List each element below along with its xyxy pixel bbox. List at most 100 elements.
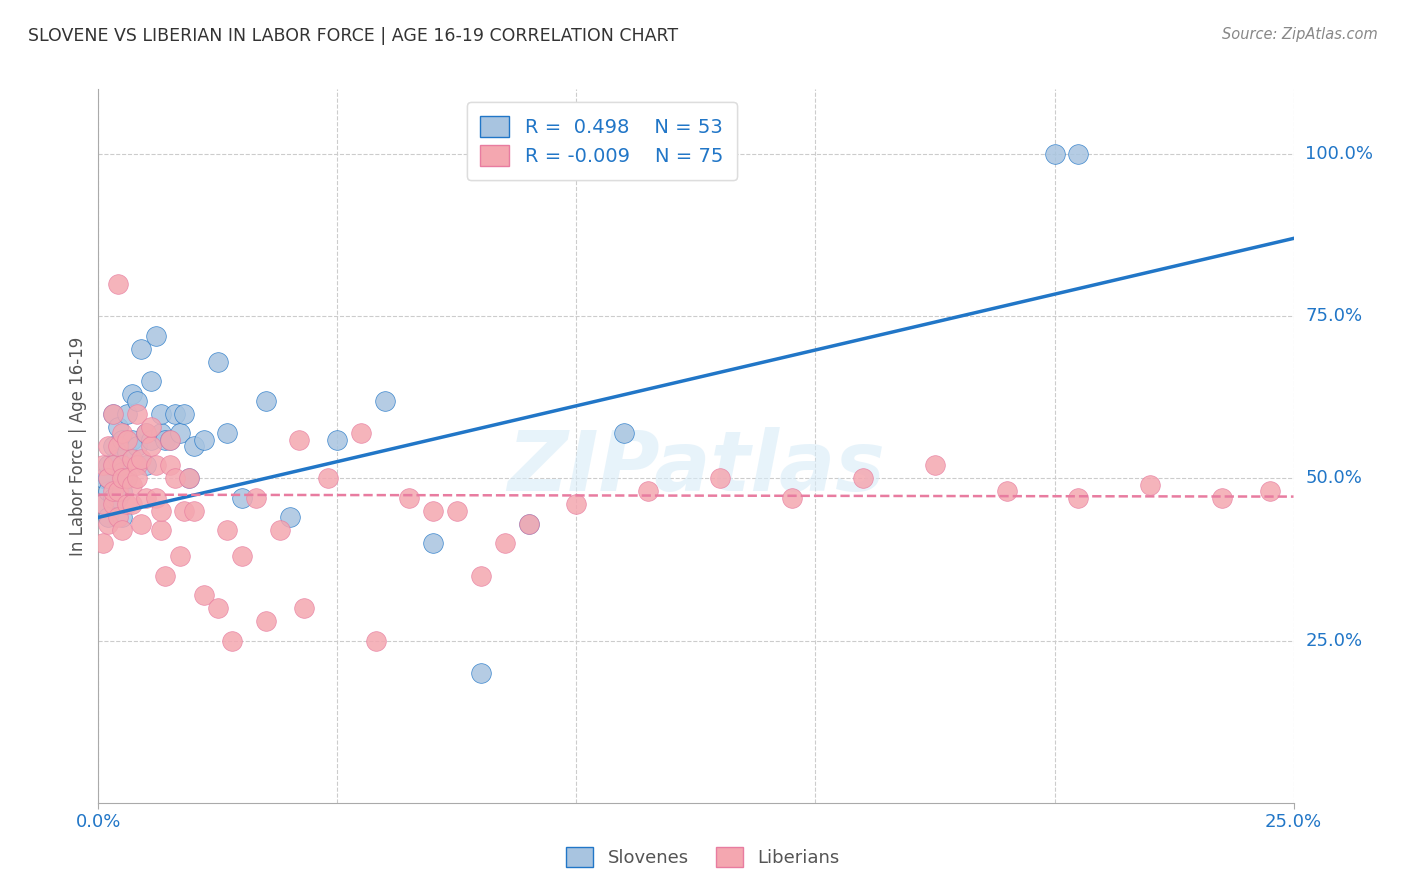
Point	[326, 433, 349, 447]
Point	[97, 484, 120, 499]
Point	[91, 458, 114, 473]
Point	[709, 471, 731, 485]
Point	[155, 433, 177, 447]
Point	[111, 471, 134, 485]
Point	[207, 601, 229, 615]
Point	[231, 491, 253, 505]
Point	[131, 516, 153, 531]
Point	[517, 516, 540, 531]
Point	[101, 439, 124, 453]
Point	[107, 419, 129, 434]
Point	[995, 484, 1018, 499]
Point	[254, 393, 277, 408]
Point	[613, 425, 636, 440]
Point	[139, 439, 162, 453]
Point	[288, 433, 311, 447]
Point	[207, 354, 229, 368]
Point	[145, 458, 167, 473]
Point	[169, 425, 191, 440]
Point	[217, 425, 239, 440]
Point	[149, 504, 172, 518]
Point	[125, 458, 148, 473]
Point	[364, 633, 387, 648]
Point	[1211, 491, 1233, 505]
Point	[217, 524, 239, 538]
Text: 75.0%: 75.0%	[1305, 307, 1362, 326]
Text: 25.0%: 25.0%	[1305, 632, 1362, 649]
Point	[91, 536, 114, 550]
Point	[121, 452, 143, 467]
Point	[517, 516, 540, 531]
Point	[316, 471, 339, 485]
Text: 100.0%: 100.0%	[1305, 145, 1374, 163]
Point	[1258, 484, 1281, 499]
Point	[121, 497, 143, 511]
Point	[173, 407, 195, 421]
Point	[107, 491, 129, 505]
Point	[169, 549, 191, 564]
Point	[159, 433, 181, 447]
Point	[131, 342, 153, 356]
Point	[111, 425, 134, 440]
Point	[149, 425, 172, 440]
Point	[111, 433, 134, 447]
Point	[446, 504, 468, 518]
Point	[125, 407, 148, 421]
Point	[149, 407, 172, 421]
Point	[91, 497, 114, 511]
Point	[101, 458, 124, 473]
Point	[115, 471, 138, 485]
Point	[131, 452, 153, 467]
Point	[107, 510, 129, 524]
Point	[111, 510, 134, 524]
Point	[221, 633, 243, 648]
Point	[135, 491, 157, 505]
Point	[115, 407, 138, 421]
Point	[145, 491, 167, 505]
Point	[101, 407, 124, 421]
Point	[97, 439, 120, 453]
Legend: R =  0.498    N = 53, R = -0.009    N = 75: R = 0.498 N = 53, R = -0.009 N = 75	[467, 103, 737, 180]
Point	[107, 277, 129, 291]
Point	[107, 452, 129, 467]
Point	[193, 433, 215, 447]
Point	[179, 471, 201, 485]
Text: Source: ZipAtlas.com: Source: ZipAtlas.com	[1222, 27, 1378, 42]
Point	[135, 425, 157, 440]
Point	[565, 497, 588, 511]
Point	[101, 407, 124, 421]
Point	[245, 491, 267, 505]
Point	[163, 407, 186, 421]
Point	[139, 419, 162, 434]
Point	[470, 568, 492, 582]
Point	[107, 439, 129, 453]
Point	[97, 471, 120, 485]
Point	[115, 433, 138, 447]
Point	[292, 601, 315, 615]
Point	[91, 497, 114, 511]
Point	[470, 666, 492, 681]
Point	[398, 491, 420, 505]
Point	[1139, 478, 1161, 492]
Point	[139, 433, 162, 447]
Text: SLOVENE VS LIBERIAN IN LABOR FORCE | AGE 16-19 CORRELATION CHART: SLOVENE VS LIBERIAN IN LABOR FORCE | AGE…	[28, 27, 678, 45]
Point	[924, 458, 946, 473]
Point	[159, 458, 181, 473]
Point	[115, 471, 138, 485]
Point	[1067, 147, 1090, 161]
Point	[149, 524, 172, 538]
Y-axis label: In Labor Force | Age 16-19: In Labor Force | Age 16-19	[69, 336, 87, 556]
Point	[97, 510, 120, 524]
Point	[254, 614, 277, 628]
Point	[422, 536, 444, 550]
Point	[422, 504, 444, 518]
Point	[125, 439, 148, 453]
Legend: Slovenes, Liberians: Slovenes, Liberians	[560, 839, 846, 874]
Point	[121, 478, 143, 492]
Point	[278, 510, 301, 524]
Point	[637, 484, 659, 499]
Point	[101, 497, 124, 511]
Point	[101, 458, 124, 473]
Point	[111, 484, 134, 499]
Point	[101, 491, 124, 505]
